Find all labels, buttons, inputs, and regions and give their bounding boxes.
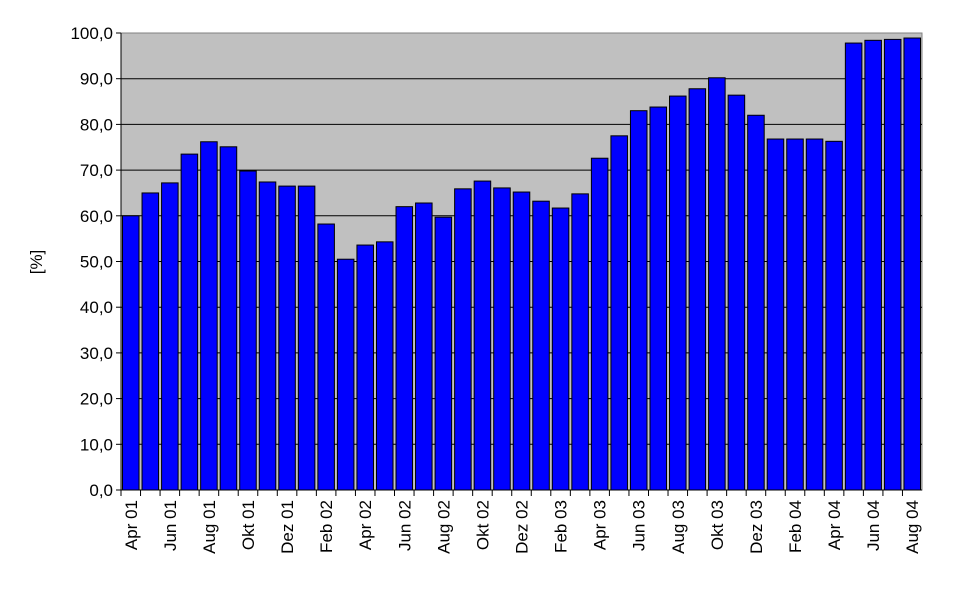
x-tick-label: Feb 02 xyxy=(317,500,336,553)
bar xyxy=(669,95,687,491)
bar xyxy=(551,207,570,491)
x-tick-label: Apr 04 xyxy=(825,500,844,550)
bar xyxy=(688,88,707,491)
x-tick-label: Jun 04 xyxy=(864,500,883,551)
bar xyxy=(493,187,511,491)
bar xyxy=(219,146,238,491)
bars xyxy=(122,37,922,491)
bar xyxy=(727,94,746,491)
bar xyxy=(258,181,277,491)
bar xyxy=(590,157,609,491)
y-tick-label: 20,0 xyxy=(80,390,113,409)
x-tick-label: Dez 01 xyxy=(278,500,297,554)
bar xyxy=(473,180,492,491)
y-tick-label: 90,0 xyxy=(80,70,113,89)
x-tick-label: Feb 04 xyxy=(786,500,805,553)
bar xyxy=(571,193,589,491)
x-tick-label: Apr 02 xyxy=(356,500,375,550)
y-axis-label: [%] xyxy=(27,250,46,275)
bar xyxy=(122,215,140,491)
x-tick-label: Aug 02 xyxy=(434,500,453,554)
x-tick-label: Aug 03 xyxy=(669,500,688,554)
y-tick-label: 0,0 xyxy=(89,481,113,500)
bar xyxy=(415,202,433,491)
bar xyxy=(200,141,218,491)
bar xyxy=(512,191,531,491)
x-tick-labels: Apr 01 Jun 01 Aug 01 Okt 01 Dez 01 Feb 02 Apr … xyxy=(122,500,922,554)
bar xyxy=(454,188,472,491)
bar xyxy=(161,182,179,491)
bar xyxy=(747,114,765,491)
bar xyxy=(141,192,160,491)
bar xyxy=(844,42,863,491)
bar xyxy=(825,140,843,491)
bar xyxy=(434,216,453,491)
bar xyxy=(297,185,316,491)
x-tick-label: Dez 03 xyxy=(747,500,766,554)
x-tick-label: Apr 01 xyxy=(122,500,141,550)
bar xyxy=(375,241,394,491)
x-tick-label: Jun 01 xyxy=(161,500,180,551)
bar xyxy=(629,110,648,491)
bar xyxy=(395,206,414,491)
x-tick-label: Jun 03 xyxy=(630,500,649,551)
x-tick-label: Okt 03 xyxy=(708,500,727,550)
bar xyxy=(903,37,922,491)
bar xyxy=(766,138,785,491)
bar xyxy=(610,135,628,491)
x-tick-label: Aug 01 xyxy=(200,500,219,554)
axes xyxy=(116,32,922,496)
bar xyxy=(317,223,335,491)
y-tick-label: 10,0 xyxy=(80,435,113,454)
y-tick-label: 30,0 xyxy=(80,344,113,363)
bar xyxy=(786,138,804,491)
bar xyxy=(883,38,902,491)
bar xyxy=(864,39,882,491)
y-tick-label: 100,0 xyxy=(70,24,113,43)
x-tick-label: Aug 04 xyxy=(903,500,922,554)
y-tick-labels: 0,0 10,0 20,0 30,0 40,0 50,0 60,0 70,0 80,0 90,0 1… xyxy=(70,24,113,500)
bar xyxy=(180,153,199,491)
y-tick-label: 80,0 xyxy=(80,115,113,134)
y-tick-label: 50,0 xyxy=(80,253,113,272)
bar xyxy=(708,77,726,491)
y-tick-label: 60,0 xyxy=(80,207,113,226)
x-tick-label: Okt 02 xyxy=(473,500,492,550)
bar xyxy=(532,200,550,491)
x-tick-label: Okt 01 xyxy=(239,500,258,550)
bar xyxy=(805,138,824,491)
bar xyxy=(336,258,355,491)
bar xyxy=(356,244,374,491)
x-tick-label: Dez 02 xyxy=(513,500,532,554)
y-tick-label: 40,0 xyxy=(80,298,113,317)
y-tick-label: 70,0 xyxy=(80,161,113,180)
bar xyxy=(649,106,668,491)
bar xyxy=(239,170,257,491)
x-tick-label: Feb 03 xyxy=(552,500,571,553)
x-tick-label: Jun 02 xyxy=(395,500,414,551)
bar xyxy=(278,185,296,491)
x-tick-label: Apr 03 xyxy=(591,500,610,550)
